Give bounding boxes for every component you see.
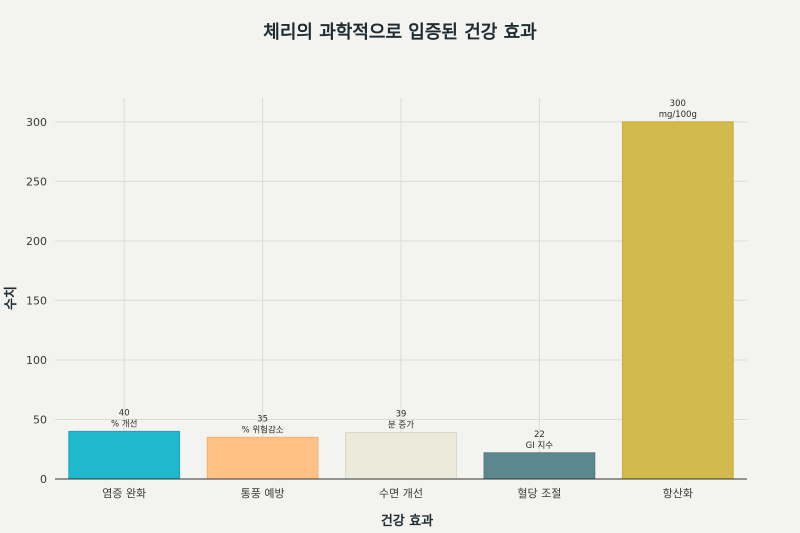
- data-label-unit: % 위험감소: [242, 424, 284, 435]
- bar-5: [621, 121, 734, 480]
- y-tick-label: 100: [26, 354, 47, 367]
- chart-title: 체리의 과학적으로 입증된 건강 효과: [263, 21, 537, 43]
- data-label-value: 35: [257, 414, 268, 424]
- data-label-value: 40: [119, 408, 130, 418]
- data-label-value: 39: [396, 410, 407, 420]
- x-axis-title: 건강 효과: [381, 513, 433, 529]
- bars: [68, 121, 734, 480]
- data-label-value: 300: [670, 99, 686, 109]
- y-tick-label: 300: [26, 116, 47, 129]
- x-tick-label: 항산화: [663, 487, 693, 500]
- bar-4: [483, 452, 596, 480]
- y-axis-title: 수치: [3, 286, 19, 310]
- data-label-value: 22: [534, 430, 545, 440]
- y-axis-ticks: 0 50 100 150 200 250 300: [26, 116, 47, 486]
- data-label-unit: 분 증가: [388, 421, 414, 431]
- bar-1: [68, 430, 181, 480]
- y-tick-label: 200: [26, 235, 47, 248]
- data-label-unit: mg/100g: [659, 110, 697, 120]
- x-tick-label: 혈당 조절: [517, 486, 561, 500]
- x-tick-label: 수면 개선: [379, 487, 423, 500]
- x-tick-label: 염증 완화: [102, 487, 146, 500]
- x-tick-label: 통풍 예방: [241, 487, 285, 500]
- data-label-unit: % 개선: [111, 418, 137, 429]
- y-tick-label: 0: [40, 473, 47, 486]
- bar-2: [206, 436, 319, 480]
- y-tick-label: 150: [26, 294, 47, 307]
- bar-3: [345, 432, 457, 480]
- x-axis-ticks: 염증 완화 통풍 예방 수면 개선 혈당 조절 항산화: [102, 486, 693, 500]
- y-tick-label: 250: [26, 175, 47, 188]
- y-tick-label: 50: [33, 413, 47, 426]
- data-label-unit: GI 지수: [526, 441, 554, 451]
